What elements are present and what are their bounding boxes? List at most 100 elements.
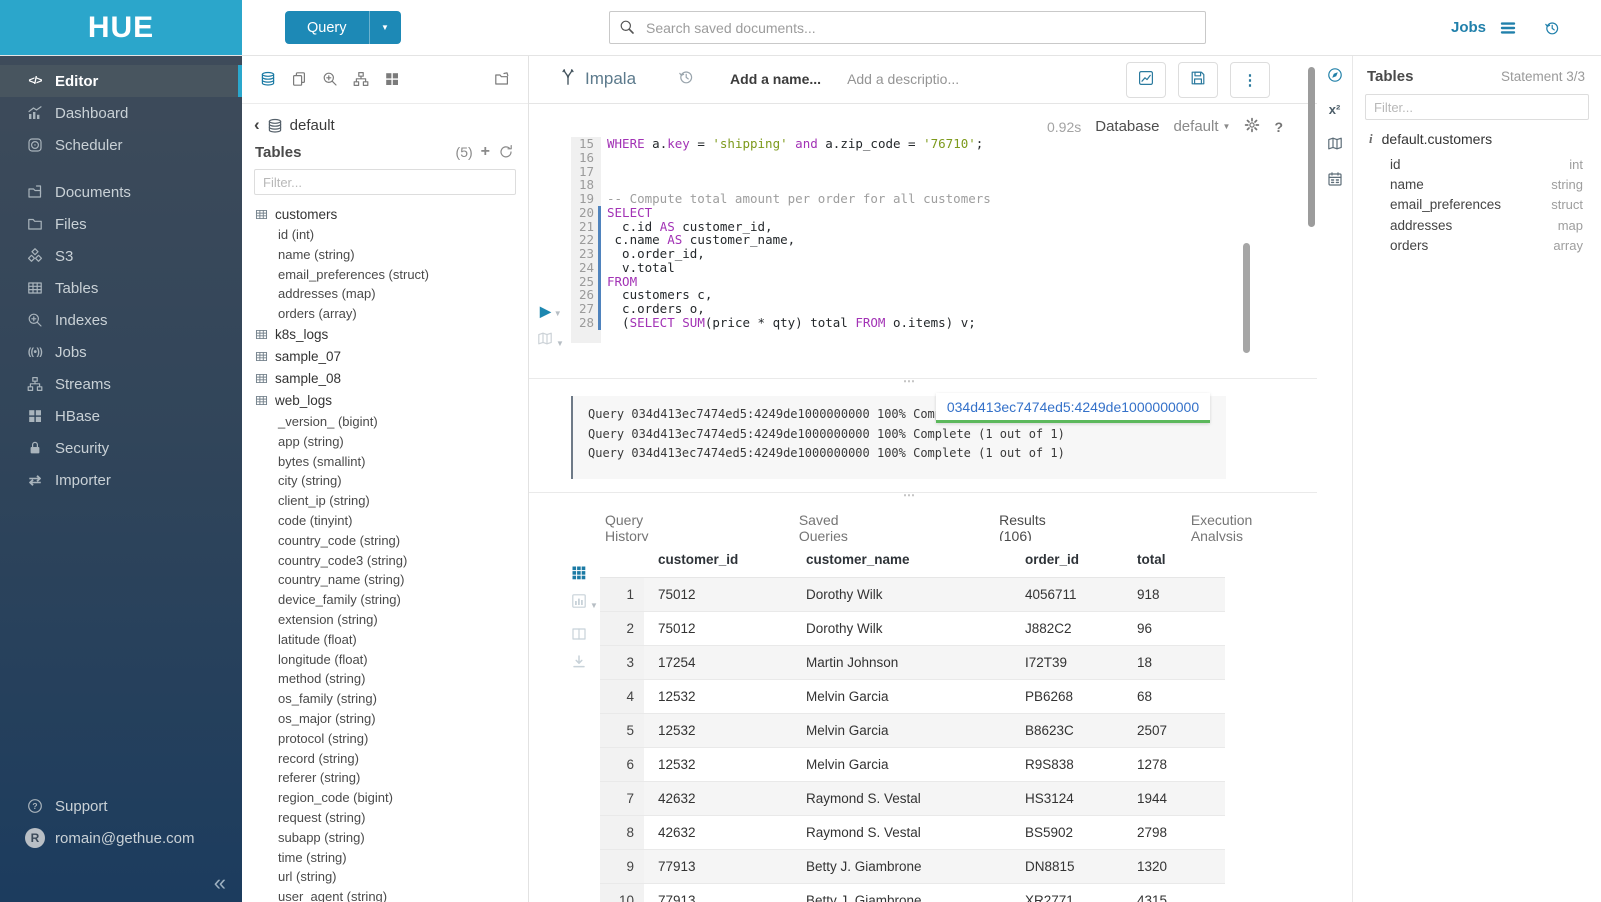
assist-column[interactable]: bytes (smallint) xyxy=(278,453,366,469)
code-editor[interactable]: 15 WHERE a.key = 'shipping' and a.zip_cod… xyxy=(571,137,991,344)
chevron-left-icon[interactable]: ‹ xyxy=(254,115,260,134)
assist-table-k8s-logs[interactable]: k8s_logs xyxy=(255,324,528,346)
assist-column[interactable]: country_name (string) xyxy=(278,572,405,588)
assist-database-name[interactable]: default xyxy=(289,117,335,134)
more-actions-button[interactable]: ⋮ xyxy=(1230,62,1270,98)
code-line[interactable]: 23 o.order_id, xyxy=(571,247,991,261)
assist-column[interactable]: country_code (string) xyxy=(278,532,401,548)
query-name-field[interactable]: Add a name... xyxy=(730,71,822,87)
editor-history-icon[interactable] xyxy=(678,69,694,90)
functions-icon[interactable]: x² xyxy=(1328,102,1341,117)
code-line[interactable]: 27 c.orders o, xyxy=(571,302,991,316)
code-line[interactable]: 15 WHERE a.key = 'shipping' and a.zip_cod… xyxy=(571,137,991,151)
assist-column[interactable]: addresses (map) xyxy=(278,286,376,302)
assist-column[interactable]: method (string) xyxy=(278,671,366,687)
column-row[interactable]: id int xyxy=(1390,156,1583,172)
table-row[interactable]: 8 42632 Raymond S. Vestal BS5902 2798 xyxy=(600,815,1225,850)
apps-icon[interactable] xyxy=(384,71,400,87)
query-id-link[interactable]: 034d413ec7474ed5:4249de1000000000 xyxy=(936,393,1210,423)
active-table-row[interactable]: i default.customers xyxy=(1354,120,1601,147)
table-row[interactable]: 5 12532 Melvin Garcia B8623C 2507 xyxy=(600,713,1225,748)
panel-scrollbar[interactable] xyxy=(1308,67,1315,227)
schedule-icon[interactable] xyxy=(1327,171,1343,187)
search-plus-icon[interactable] xyxy=(322,71,338,87)
sidebar-item-tables[interactable]: Tables xyxy=(0,272,242,304)
sitemap-icon[interactable] xyxy=(353,71,369,87)
sidebar-collapse-button[interactable]: « xyxy=(214,870,226,896)
right-filter-input[interactable] xyxy=(1365,94,1589,120)
table-row[interactable]: 7 42632 Raymond S. Vestal HS3124 1944 xyxy=(600,781,1225,816)
download-icon[interactable] xyxy=(571,654,598,670)
sidebar-item-documents[interactable]: Documents xyxy=(0,176,242,208)
execute-options-caret[interactable]: ▼ xyxy=(553,309,562,318)
assist-column[interactable]: country_code3 (string) xyxy=(278,552,408,568)
query-description-field[interactable]: Add a descriptio... xyxy=(847,71,960,87)
code-line[interactable]: 22 c.name AS customer_name, xyxy=(571,233,991,247)
assist-column[interactable]: url (string) xyxy=(278,869,337,885)
tab-query-history[interactable]: Query History xyxy=(605,512,649,544)
sidebar-item-files[interactable]: Files xyxy=(0,208,242,240)
column-row[interactable]: email_preferences struct xyxy=(1390,197,1583,213)
code-line[interactable]: 18 xyxy=(571,178,991,192)
save-button[interactable] xyxy=(1178,62,1218,98)
sidebar-item-jobs[interactable]: ((•)) Jobs xyxy=(0,336,242,368)
chart-view-icon[interactable] xyxy=(571,593,587,614)
column-header[interactable]: order_id xyxy=(1014,541,1126,578)
assist-table-web-logs[interactable]: web_logs xyxy=(255,390,528,412)
databases-icon[interactable] xyxy=(260,71,276,87)
chart-button[interactable] xyxy=(1126,62,1166,98)
assist-column[interactable]: code (tinyint) xyxy=(278,512,353,528)
table-row[interactable]: 3 17254 Martin Johnson I72T39 18 xyxy=(600,645,1225,680)
table-row[interactable]: 2 75012 Dorothy Wilk J882C2 96 xyxy=(600,611,1225,646)
assist-column[interactable]: protocol (string) xyxy=(278,730,369,746)
code-line[interactable]: 21 c.id AS customer_id, xyxy=(571,219,991,234)
assist-column[interactable]: orders (array) xyxy=(278,306,357,322)
table-row[interactable]: 1 75012 Dorothy Wilk 4056711 918 xyxy=(600,577,1225,612)
assist-column[interactable]: city (string) xyxy=(278,473,342,489)
assist-column[interactable]: region_code (bigint) xyxy=(278,790,393,806)
search-input[interactable] xyxy=(609,11,1206,44)
code-line[interactable]: 19 -- Compute total amount per order for … xyxy=(571,192,991,206)
assist-column[interactable]: _version_ (bigint) xyxy=(278,413,378,429)
hue-logo[interactable]: HUE xyxy=(0,0,242,55)
sidebar-item-indexes[interactable]: Indexes xyxy=(0,304,242,336)
resize-handle[interactable]: ⋯ xyxy=(903,488,916,502)
folder-open-icon[interactable] xyxy=(494,71,510,87)
tab-execution-analysis[interactable]: Execution Analysis xyxy=(1190,512,1253,544)
database-selector[interactable]: default ▼ xyxy=(1173,118,1231,135)
assist-column[interactable]: id (int) xyxy=(278,227,315,242)
assist-column[interactable]: os_family (string) xyxy=(278,691,377,707)
presentation-mode-icon[interactable] xyxy=(537,331,553,352)
assist-column[interactable]: record (string) xyxy=(278,750,359,766)
assist-column[interactable]: device_family (string) xyxy=(278,592,401,608)
jobs-list-icon[interactable] xyxy=(1500,20,1516,36)
code-line[interactable]: 16 xyxy=(571,150,991,165)
code-line[interactable]: 26 customers c, xyxy=(571,288,991,302)
code-line[interactable]: 24 v.total xyxy=(571,260,991,275)
assist-column[interactable]: user_agent (string) xyxy=(278,889,388,902)
assist-column[interactable]: longitude (float) xyxy=(278,651,368,667)
tab-saved-queries[interactable]: Saved Queries xyxy=(798,512,848,544)
sidebar-item-importer[interactable]: ⇄ Importer xyxy=(0,464,242,496)
sidebar-item-dashboard[interactable]: Dashboard xyxy=(0,97,242,129)
column-row[interactable]: name string xyxy=(1390,176,1583,192)
execute-button[interactable]: ▶ xyxy=(540,303,551,319)
resize-handle[interactable]: ⋯ xyxy=(903,374,916,388)
column-header[interactable]: customer_id xyxy=(644,541,796,578)
documents-icon[interactable] xyxy=(291,71,307,87)
columns-icon[interactable] xyxy=(571,626,598,642)
assist-column[interactable]: request (string) xyxy=(278,809,366,825)
assist-column[interactable]: name (string) xyxy=(278,246,355,262)
assist-table-customers[interactable]: customers xyxy=(255,203,528,225)
column-header[interactable]: total xyxy=(1126,541,1225,578)
new-query-button[interactable]: Query ▼ xyxy=(285,11,401,44)
code-line[interactable]: 17 xyxy=(571,164,991,179)
table-row[interactable]: 9 77913 Betty J. Giambrone DN8815 1320 xyxy=(600,849,1225,884)
new-query-dropdown[interactable]: ▼ xyxy=(368,11,401,44)
sidebar-item-editor[interactable]: </> Editor xyxy=(0,65,242,97)
assist-column[interactable]: extension (string) xyxy=(278,611,378,627)
table-row[interactable]: 6 12532 Melvin Garcia R9S838 1278 xyxy=(600,747,1225,782)
sidebar-item-scheduler[interactable]: Scheduler xyxy=(0,129,242,161)
assist-column[interactable]: subapp (string) xyxy=(278,829,365,845)
